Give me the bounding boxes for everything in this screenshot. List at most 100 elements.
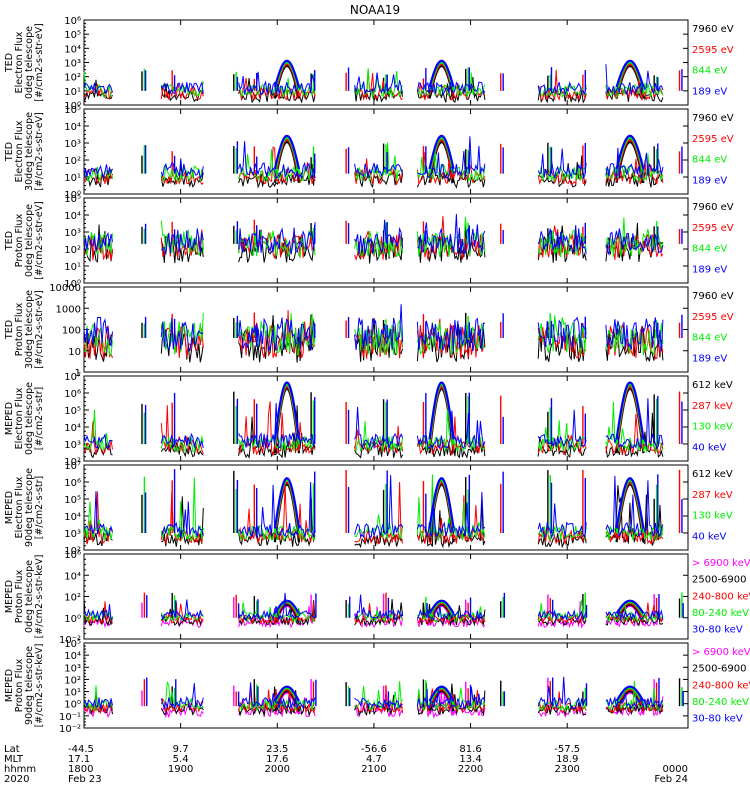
y-tick-label: 1000 xyxy=(56,304,81,315)
y-tick-label: 10⁴ xyxy=(64,651,81,662)
y-tick-label: 10⁵ xyxy=(64,639,81,650)
legend-entry: 130 keV xyxy=(692,422,733,433)
y-axis-label-line: 0deg telescope xyxy=(24,204,35,277)
y-tick-label: 1 xyxy=(75,368,81,379)
y-tick-label: 10⁵ xyxy=(64,495,81,506)
belt-dome xyxy=(615,600,645,617)
y-tick-label: 10⁶ xyxy=(64,478,81,489)
y-tick-label: 10² xyxy=(64,546,81,557)
y-axis-label-line: [#/cm2-s-str-eV] xyxy=(34,201,45,280)
y-tick-label: 10⁶ xyxy=(64,16,81,27)
x-tick-label: Feb 23 xyxy=(68,774,102,785)
y-tick-label: 10² xyxy=(64,457,81,468)
y-tick-label: 100 xyxy=(62,326,81,337)
y-axis-label-line: Proton Flux xyxy=(14,658,25,712)
legend-entry: 612 keV xyxy=(692,469,733,480)
y-tick-label: 10⁰ xyxy=(64,101,81,112)
x-tick-label: 1900 xyxy=(168,764,193,775)
series-trace xyxy=(83,405,664,460)
belt-dome xyxy=(428,686,455,705)
legend-entry: 844 eV xyxy=(692,155,727,166)
belt-dome xyxy=(273,381,301,440)
legend-entry: 30-80 keV xyxy=(692,714,743,725)
y-axis-label-line: 90deg telescope xyxy=(24,468,35,547)
y-tick-label: 10⁵ xyxy=(64,30,81,41)
y-axis-label-line: MEPED xyxy=(4,402,15,435)
y-axis-label-line: Electron Flux xyxy=(14,387,25,449)
x-tick-label: 18.9 xyxy=(556,754,578,765)
y-tick-label: 10¹ xyxy=(64,173,81,184)
y-tick-label: 10⁴ xyxy=(64,423,81,434)
y-tick-label: 10⁷ xyxy=(64,461,81,472)
series-trace xyxy=(83,142,664,183)
panel-7: 10⁻² 10⁰ 10² 10⁴ 10⁶ MEPED Proton Flux 0deg tel… xyxy=(4,550,750,646)
legend-entry: 7960 eV xyxy=(692,113,734,124)
y-tick-label: 10¹ xyxy=(64,87,81,98)
x-row-label: 2020 xyxy=(4,774,29,785)
x-tick-label: Feb 24 xyxy=(654,774,688,785)
belt-dome xyxy=(273,686,300,705)
y-tick-label: 10⁵ xyxy=(64,406,81,417)
y-tick-label: 10¹ xyxy=(64,262,81,273)
y-axis-label-line: [#/cm2-s-str-eV] xyxy=(34,290,45,369)
x-tick-label: 81.6 xyxy=(459,744,481,755)
belt-dome xyxy=(615,685,645,702)
legend-entry: 189 eV xyxy=(692,353,727,364)
legend-entry: 189 eV xyxy=(692,175,727,186)
belt-dome xyxy=(428,685,455,702)
series-trace xyxy=(83,312,664,356)
series-trace xyxy=(83,474,664,542)
y-axis-label-line: MEPED xyxy=(4,580,15,613)
x-tick-label: -56.6 xyxy=(361,744,387,755)
y-tick-label: 10³ xyxy=(64,529,81,540)
legend-entry: 287 keV xyxy=(692,490,733,501)
belt-dome xyxy=(615,688,645,709)
x-tick-label: 17.6 xyxy=(266,754,288,765)
belt-dome xyxy=(428,477,455,529)
y-axis-label-line: 30deg telescope xyxy=(24,112,35,191)
y-axis-label-line: [#/cm2-s-str-keV] xyxy=(34,555,45,639)
belt-dome xyxy=(428,381,455,440)
belt-dome xyxy=(615,381,645,440)
series-trace xyxy=(83,676,664,710)
legend-entry: 130 keV xyxy=(692,511,733,522)
figure-title: NOAA19 xyxy=(350,3,400,17)
legend-entry: 7960 eV xyxy=(692,202,734,213)
y-tick-label: 10⁻² xyxy=(59,635,81,646)
belt-dome xyxy=(615,602,645,620)
legend-entry: 80-240 keV xyxy=(692,608,749,619)
y-axis-label-line: MEPED xyxy=(4,491,15,524)
series-trace xyxy=(83,304,664,352)
belt-dome xyxy=(273,600,300,617)
y-axis-label-line: Proton Flux xyxy=(14,213,25,267)
series-trace xyxy=(83,598,664,628)
x-tick-label: -44.5 xyxy=(68,744,94,755)
x-row-label: Lat xyxy=(4,744,20,755)
y-axis-label-line: [#/cm2-s-str-eV] xyxy=(34,112,45,191)
belt-dome xyxy=(273,599,300,614)
y-axis-label-line: Electron Flux xyxy=(14,476,25,538)
series-trace xyxy=(83,64,664,97)
y-tick-label: 10⁶ xyxy=(64,389,81,400)
belt-dome xyxy=(615,599,645,615)
legend-entry: 80-240 keV xyxy=(692,697,749,708)
y-tick-label: 10⁻¹ xyxy=(59,712,81,723)
y-tick-label: 10² xyxy=(64,245,81,256)
x-tick-label: 2300 xyxy=(554,764,579,775)
y-axis-label-line: [#/cm2-s-str] xyxy=(34,476,45,539)
y-axis-label-line: Proton Flux xyxy=(14,302,25,356)
x-row-label: MLT xyxy=(4,754,24,765)
y-tick-label: 10⁴ xyxy=(64,571,81,582)
y-axis-label-line: 0deg telescope xyxy=(24,560,35,633)
x-tick-label: 2100 xyxy=(361,764,386,775)
x-tick-label: 17.1 xyxy=(68,754,90,765)
x-tick-label: 1800 xyxy=(68,764,93,775)
legend-entry: 30-80 keV xyxy=(692,625,743,636)
legend-entry: 240-800 keV xyxy=(692,680,750,691)
belt-dome xyxy=(428,599,455,614)
y-tick-label: 10³ xyxy=(64,228,81,239)
y-axis-label-line: MEPED xyxy=(4,669,15,702)
